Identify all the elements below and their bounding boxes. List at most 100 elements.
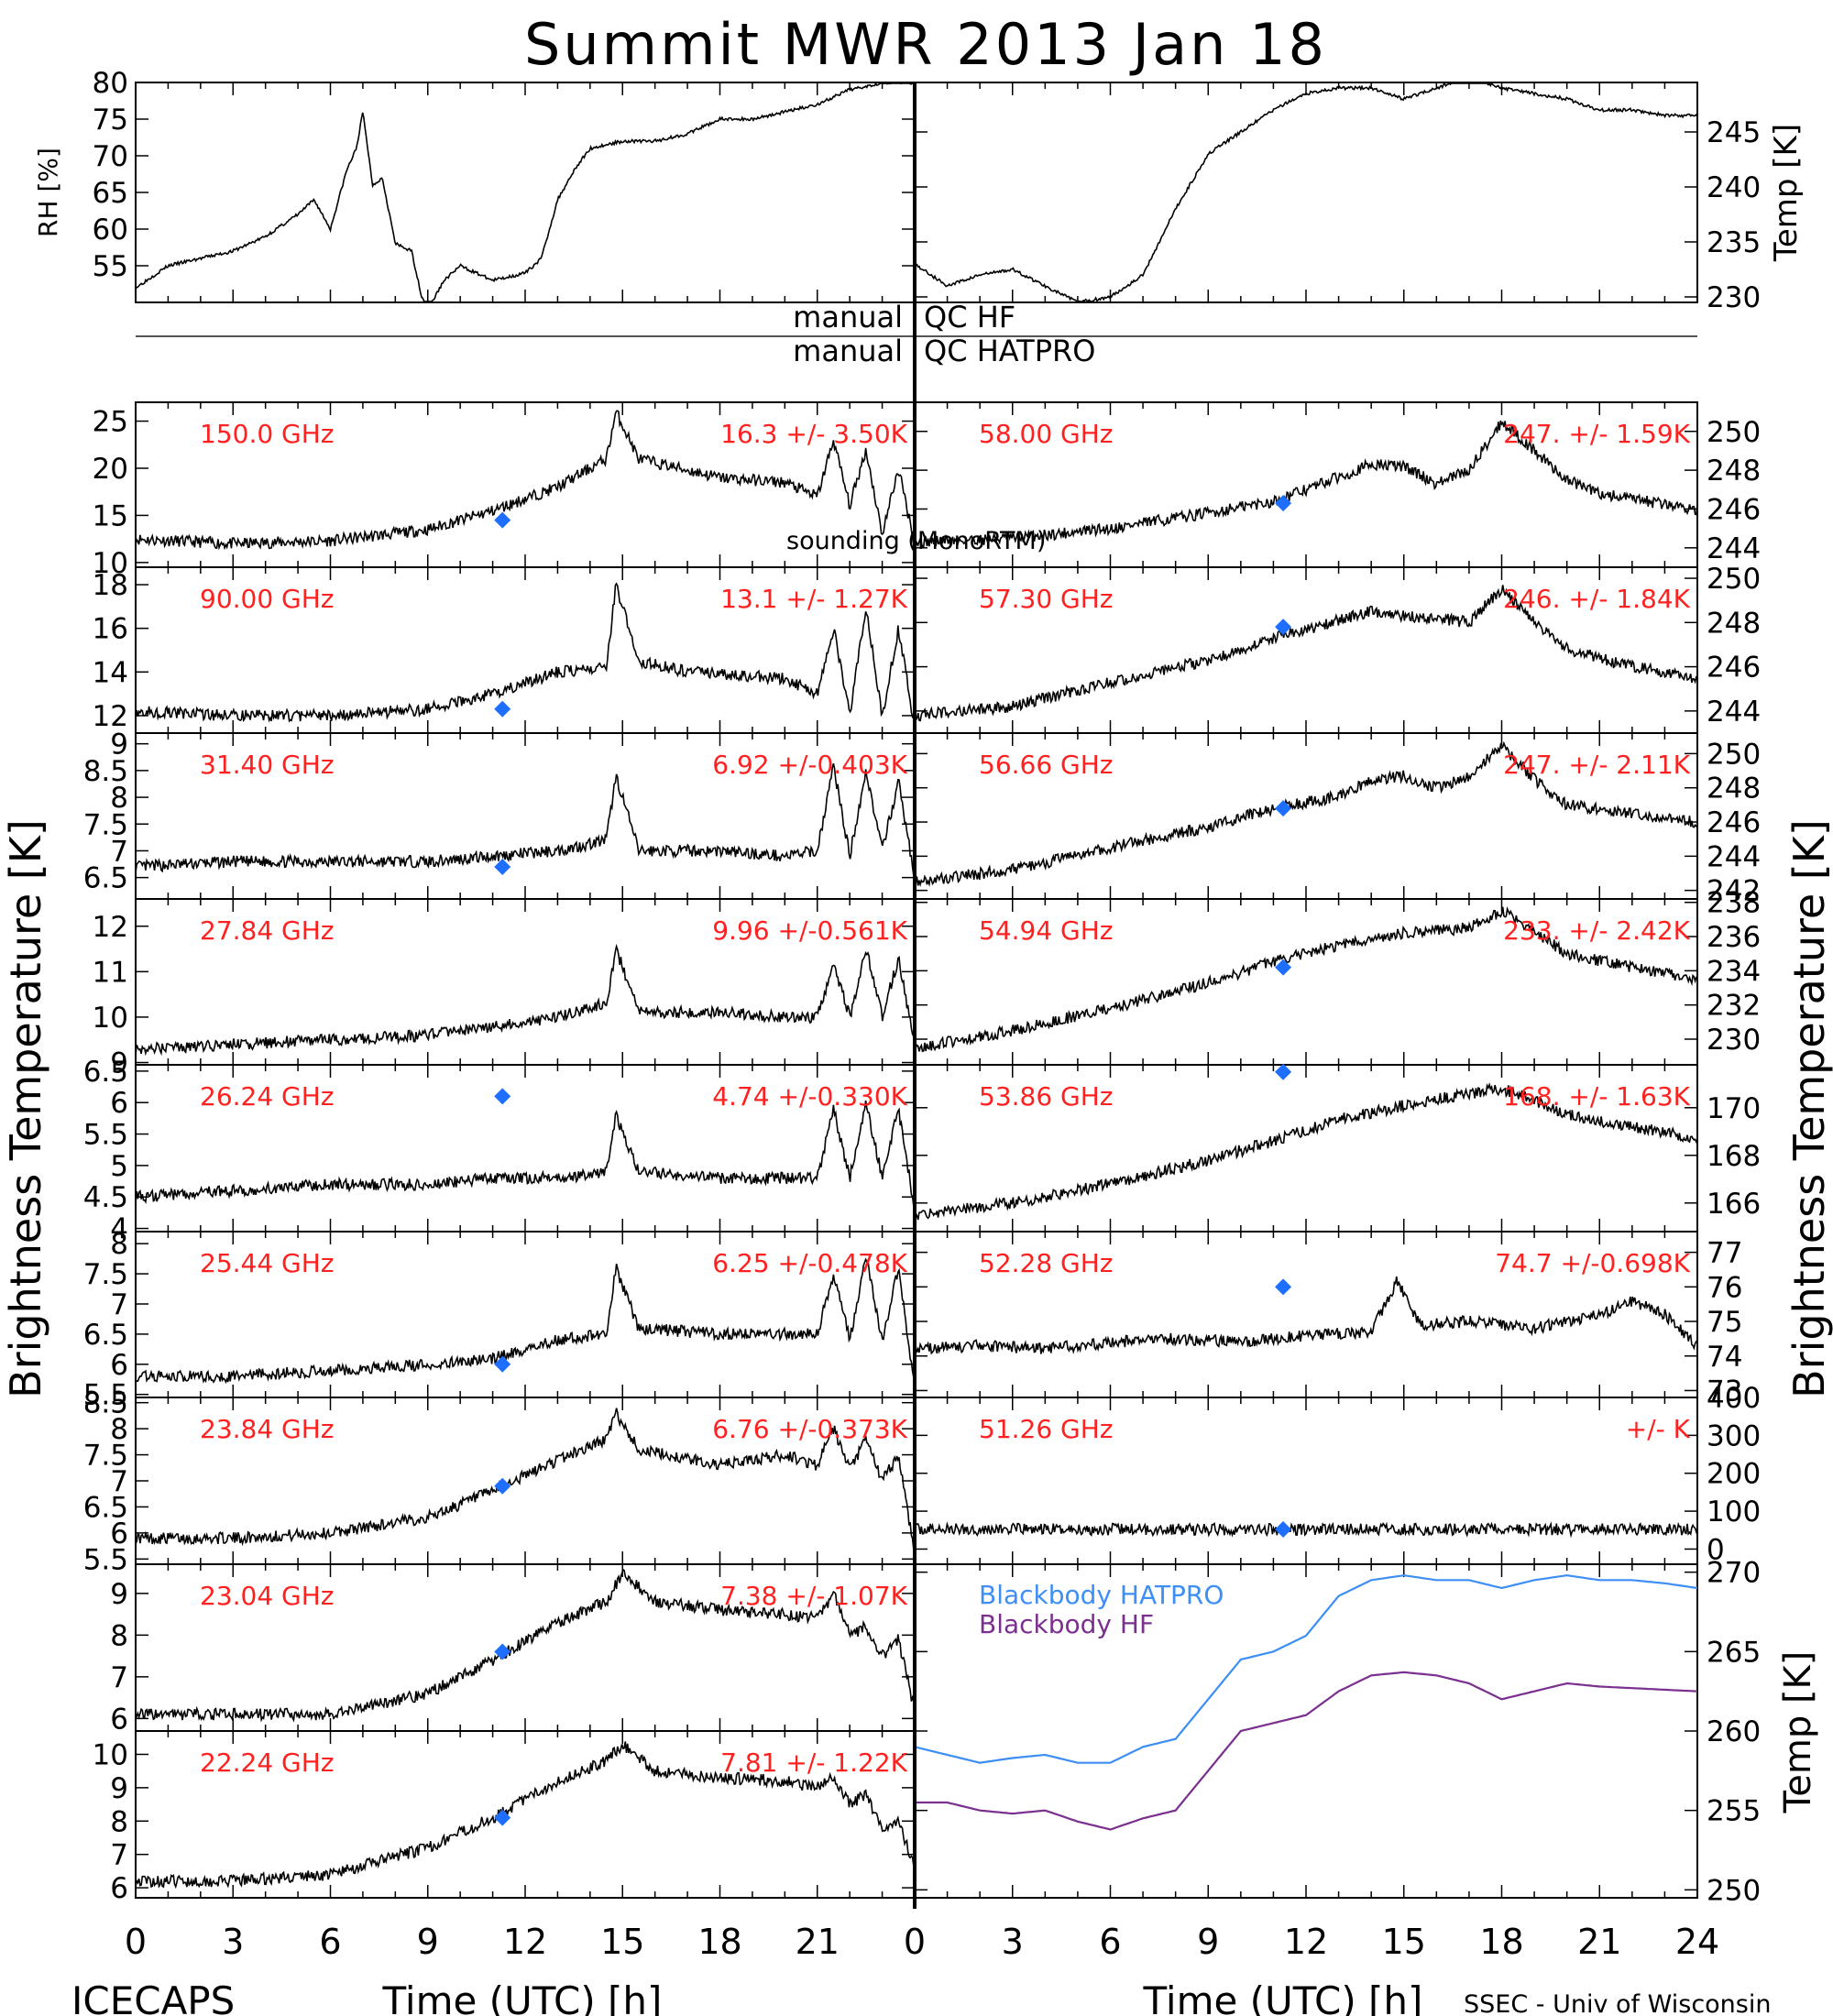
frequency-label: 57.30 GHz: [979, 584, 1114, 614]
frequency-label: 25.44 GHz: [200, 1248, 335, 1278]
y-tick-label: 75: [1707, 1306, 1742, 1339]
panel-frame: [135, 82, 916, 303]
y-tick-label: 9: [110, 1772, 128, 1805]
blackbody-line: [914, 1573, 1698, 1764]
y-tick-label: 6.5: [83, 1056, 128, 1089]
x-tick-label: 3: [1002, 1922, 1024, 1962]
x-tick-label: 18: [1479, 1922, 1523, 1962]
stats-label: 6.25 +/-0.478K: [712, 1248, 907, 1278]
trace-line: [135, 1568, 916, 1723]
y-tick-label: 12: [93, 911, 128, 944]
y-tick-label: 8: [110, 1228, 128, 1261]
x-tick-label: 12: [1284, 1922, 1328, 1962]
sounding-marker: [1275, 1063, 1292, 1080]
stats-label: 168. +/- 1.63K: [1503, 1081, 1690, 1112]
y-tick-label: 238: [1707, 887, 1761, 920]
panel-tb_5386: 166 168 170 53.86 GHz 168. +/- 1.63K: [914, 1063, 1761, 1233]
y-tick-label: 8: [110, 1619, 128, 1652]
sounding-marker: [1275, 619, 1292, 636]
y-tick-label: 0: [1707, 1533, 1725, 1566]
footer-left: ICECAPS: [71, 1978, 235, 2016]
bt-axis-label-right: Brightness Temperature [K]: [1784, 819, 1833, 1398]
stats-label: 16.3 +/- 3.50K: [720, 419, 907, 449]
y-tick-label: 65: [93, 177, 128, 210]
y-tick-label: 8: [110, 1805, 128, 1838]
panel-blackbody: 250 255 260 265 270 Blackbody HATPROBlackbody…: [914, 1557, 1761, 1907]
stats-label: 7.81 +/- 1.22K: [720, 1748, 907, 1778]
trace-line: [135, 1100, 916, 1214]
stats-label: 247. +/- 1.59K: [1503, 419, 1690, 449]
y-tick-label: 5.5: [83, 1543, 128, 1576]
y-tick-label: 240: [1707, 171, 1761, 204]
frequency-label: 150.0 GHz: [200, 419, 335, 449]
y-tick-label: 6: [110, 1872, 128, 1905]
y-tick-label: 70: [93, 140, 128, 173]
sounding-marker: [494, 858, 511, 875]
y-tick-label: 6.5: [83, 862, 128, 895]
panel-tb_5126: 0 100 200 300 400 51.26 GHz +/- K: [914, 1382, 1761, 1566]
frequency-label: 54.94 GHz: [979, 915, 1114, 946]
y-tick-label: 9: [110, 729, 128, 761]
y-tick-label: 232: [1707, 990, 1761, 1023]
y-tick-label: 230: [1707, 1024, 1761, 1057]
y-tick-label: 74: [1707, 1341, 1742, 1374]
blackbody-axis-label: Temp [K]: [1777, 1651, 1819, 1814]
bt-axis-label-left: Brightness Temperature [K]: [1, 819, 50, 1398]
x-tick-label: 0: [904, 1922, 926, 1962]
y-tick-label: 80: [93, 67, 128, 100]
y-tick-label: 248: [1707, 455, 1761, 488]
trace-line: [135, 582, 916, 729]
y-tick-label: 10: [93, 547, 128, 580]
panel-tb_2784: 9 10 11 12 27.84 GHz 9.96 +/-0.561K: [93, 898, 916, 1080]
qc-hatpro-left-label: manual: [793, 334, 903, 368]
y-tick-label: 20: [93, 453, 128, 486]
legend-entry: Blackbody HATPRO: [979, 1580, 1224, 1610]
sounding-marker: [494, 511, 511, 529]
stats-label: 233. +/- 2.42K: [1503, 915, 1690, 946]
frequency-label: 52.28 GHz: [979, 1248, 1114, 1278]
frequency-label: 23.04 GHz: [200, 1581, 335, 1611]
stats-label: 74.7 +/-0.698K: [1495, 1248, 1690, 1278]
panel-tb_2624: 44.555.566.5 26.24 GHz 4.74 +/-0.330K: [83, 1056, 916, 1246]
y-tick-label: 6: [110, 1087, 128, 1120]
y-tick-label: 4.5: [83, 1181, 128, 1214]
y-tick-label: 15: [93, 499, 128, 532]
y-tick-label: 400: [1707, 1382, 1761, 1415]
sounding-marker: [494, 1809, 511, 1826]
x-tick-label: 0: [125, 1922, 147, 1962]
panel-temp_air: 230 235 240 245: [914, 82, 1761, 314]
stats-label: +/- K: [1626, 1414, 1691, 1444]
stats-label: 9.96 +/-0.561K: [712, 915, 907, 946]
y-tick-label: 25: [93, 406, 128, 439]
y-tick-label: 10: [93, 1002, 128, 1035]
y-tick-label: 242: [1707, 875, 1761, 908]
sounding-marker: [494, 700, 511, 718]
frequency-label: 51.26 GHz: [979, 1414, 1114, 1444]
qc-hatpro-right-label: QC HATPRO: [924, 334, 1095, 368]
legend-entry: Blackbody HF: [979, 1609, 1154, 1639]
y-tick-label: 7: [110, 1839, 128, 1872]
y-tick-label: 170: [1707, 1092, 1761, 1125]
x-tick-label: 12: [503, 1922, 547, 1962]
y-tick-label: 7.5: [83, 808, 128, 841]
panel-tb_2304: 6 7 8 9 23.04 GHz 7.38 +/- 1.07K: [110, 1563, 916, 1736]
panel-tb_2544: 5.566.577.58 25.44 GHz 6.25 +/-0.478K: [83, 1228, 916, 1412]
y-tick-label: 6.5: [83, 1319, 128, 1352]
trace-line: [914, 1081, 1698, 1222]
trace-line: [135, 943, 916, 1057]
chart-title: Summit MWR 2013 Jan 18: [524, 11, 1327, 78]
sounding-marker: [1275, 1278, 1292, 1296]
y-tick-label: 7.5: [83, 1440, 128, 1473]
y-tick-label: 246: [1707, 493, 1761, 526]
footer-right: SSEC - Univ of Wisconsin: [1464, 1990, 1771, 2016]
y-tick-label: 18: [93, 569, 128, 602]
panel-frame: [914, 82, 1698, 303]
blackbody-line: [915, 1671, 1698, 1831]
y-tick-label: 246: [1707, 652, 1761, 685]
stats-label: 13.1 +/- 1.27K: [720, 584, 907, 614]
frequency-label: 90.00 GHz: [200, 584, 335, 614]
sounding-marker: [494, 1643, 511, 1660]
